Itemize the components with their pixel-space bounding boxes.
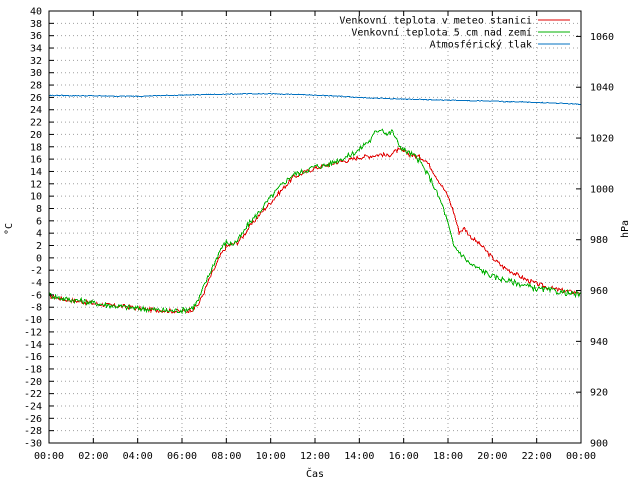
y-tick-label: 8 xyxy=(36,204,42,215)
x-tick-label: 16:00 xyxy=(389,451,419,462)
y2-tick-label: 980 xyxy=(590,235,608,246)
y-tick-label: -2 xyxy=(30,266,42,277)
y-tick-label: -22 xyxy=(24,389,42,400)
y-tick-label: -16 xyxy=(24,352,42,363)
y-tick-label: -14 xyxy=(24,340,42,351)
y2-tick-label: 1000 xyxy=(590,184,614,195)
series-layer xyxy=(48,92,582,315)
y-tick-label: -20 xyxy=(24,377,42,388)
y-tick-label: 20 xyxy=(30,130,42,141)
y-tick-label: 0 xyxy=(36,253,42,264)
legend-label: Venkovní teplota v meteo stanici xyxy=(339,15,532,27)
x-tick-label: 08:00 xyxy=(211,451,241,462)
y-tick-label: 24 xyxy=(30,105,42,116)
x-tick-label: 00:00 xyxy=(566,451,596,462)
y-tick-label: 30 xyxy=(30,68,42,79)
y-tick-label: 2 xyxy=(36,241,42,252)
y-tick-label: 14 xyxy=(30,167,42,178)
y-tick-label: 38 xyxy=(30,19,42,30)
y2-tick-label: 920 xyxy=(590,388,608,399)
x-tick-label: 20:00 xyxy=(477,451,507,462)
legend-label: Venkovní teplota 5 cm nad zemí xyxy=(351,27,532,39)
x-tick-label: 12:00 xyxy=(300,451,330,462)
y-tick-label: 28 xyxy=(30,81,42,92)
y-tick-label: 22 xyxy=(30,118,42,129)
x-tick-label: 04:00 xyxy=(123,451,153,462)
y-tick-label: 16 xyxy=(30,155,42,166)
y-tick-label: 18 xyxy=(30,142,42,153)
y-tick-label: 4 xyxy=(36,229,42,240)
x-tick-label: 02:00 xyxy=(78,451,108,462)
y-tick-label: 40 xyxy=(30,7,42,18)
x-tick-label: 00:00 xyxy=(34,451,64,462)
series-line-1 xyxy=(48,146,582,314)
x-tick-label: 14:00 xyxy=(344,451,374,462)
y2-tick-label: 1060 xyxy=(590,32,614,43)
y-tick-label: 36 xyxy=(30,31,42,42)
y-tick-label: -28 xyxy=(24,426,42,437)
y-tick-label: 26 xyxy=(30,93,42,104)
x-tick-label: 18:00 xyxy=(433,451,463,462)
y-tick-label: -30 xyxy=(24,439,42,450)
y-tick-label: 34 xyxy=(30,44,42,55)
tick-labels: 00:00 02:00 04:00 06:00 08:00 10:00 12:00 14:00… xyxy=(24,7,614,463)
x-tick-label: 06:00 xyxy=(167,451,197,462)
y2-tick-label: 1020 xyxy=(590,134,614,145)
y2-tick-label: 1040 xyxy=(590,83,614,94)
series-line-2 xyxy=(48,128,582,315)
legend: Venkovní teplota v meteo staniciVenkovní… xyxy=(339,15,570,51)
y-tick-label: -8 xyxy=(30,303,42,314)
x-axis-title: Čas xyxy=(306,467,324,480)
grid xyxy=(49,11,581,443)
ticks xyxy=(48,10,582,444)
x-tick-label: 10:00 xyxy=(256,451,286,462)
y-tick-label: -6 xyxy=(30,290,42,301)
y-tick-label: -18 xyxy=(24,364,42,375)
series-line-3 xyxy=(48,92,582,105)
y-tick-label: 6 xyxy=(36,216,42,227)
y2-tick-label: 940 xyxy=(590,337,608,348)
y-tick-label: 10 xyxy=(30,192,42,203)
y-tick-label: -4 xyxy=(30,278,42,289)
x-tick-label: 22:00 xyxy=(522,451,552,462)
y-tick-label: 12 xyxy=(30,179,42,190)
y2-tick-label: 960 xyxy=(590,286,608,297)
y-tick-label: -12 xyxy=(24,327,42,338)
legend-label: Atmosférický tlak xyxy=(430,39,532,51)
y-tick-label: -24 xyxy=(24,401,42,412)
y2-axis-title: hPa xyxy=(620,220,631,238)
y-axis-title: °C xyxy=(4,223,15,235)
y-tick-label: -26 xyxy=(24,414,42,425)
y-tick-label: 32 xyxy=(30,56,42,67)
y2-tick-label: 900 xyxy=(590,439,608,450)
y-tick-label: -10 xyxy=(24,315,42,326)
